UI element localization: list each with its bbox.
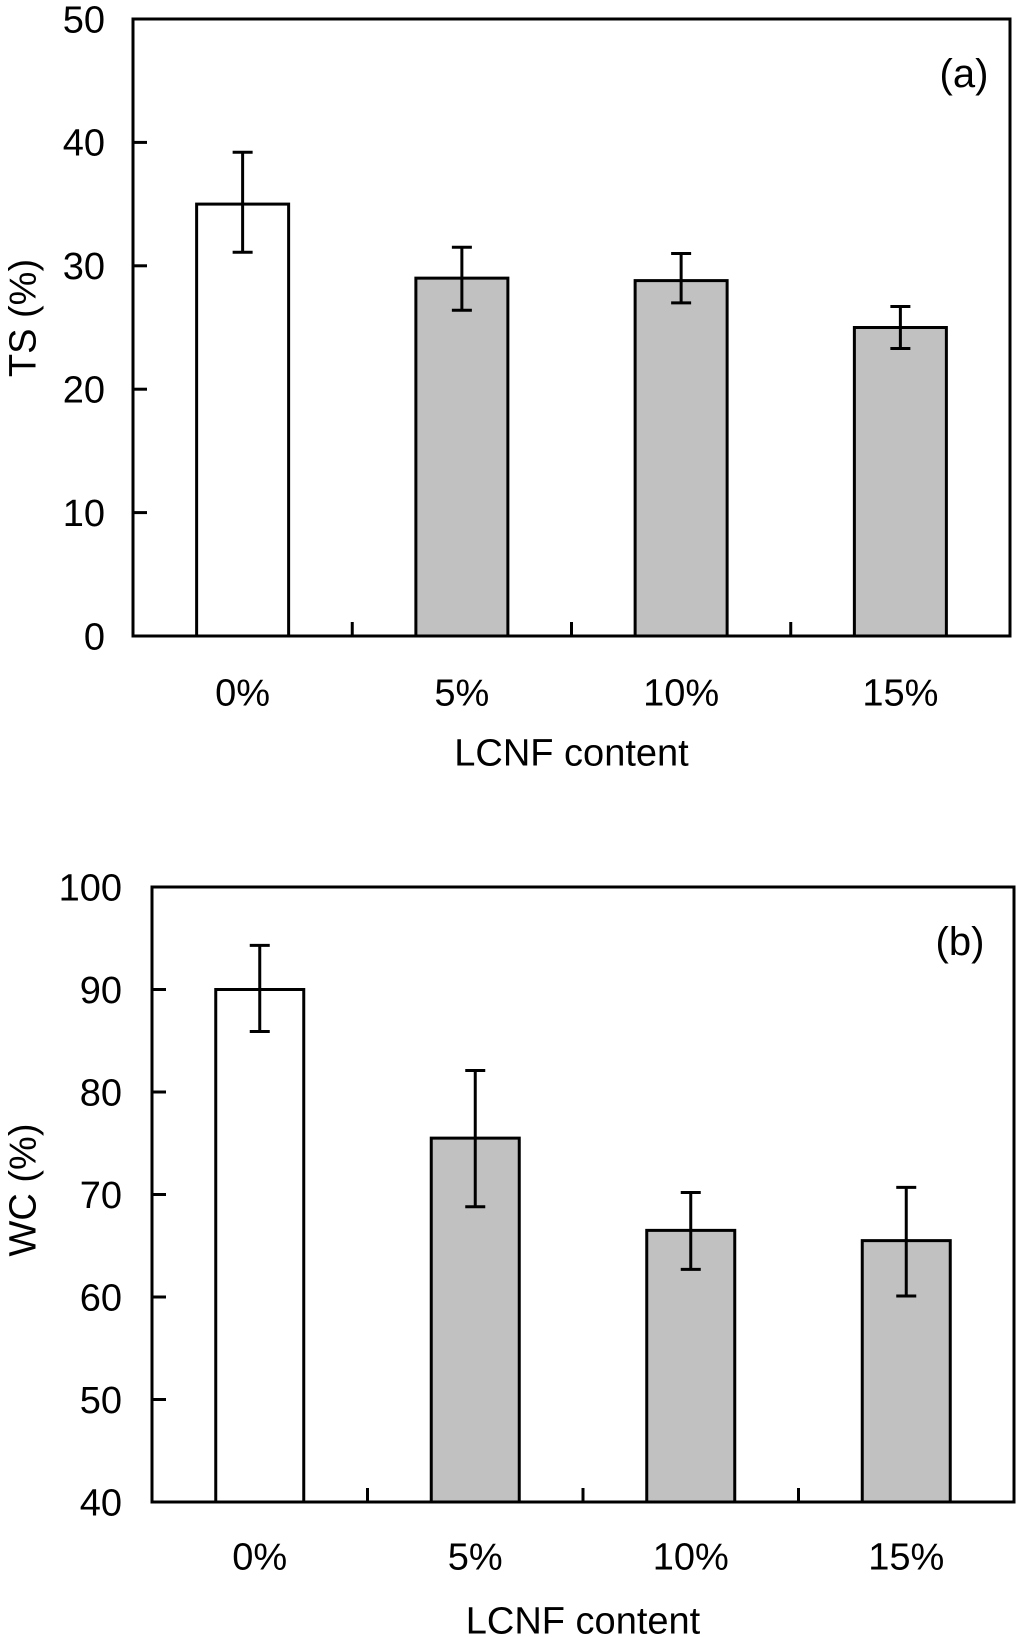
panel-label: (a) [940, 52, 989, 96]
y-axis-title: TS (%) [2, 259, 44, 377]
y-tick-label: 90 [80, 970, 122, 1012]
bar-chart-a: 0 10 20 30 40 50 0% 5% 10% 15% LCNF content TS (%) (… [2, 0, 1012, 774]
y-tick-label: 100 [59, 867, 122, 909]
bar [414, 276, 510, 638]
x-category-label: 15% [868, 1536, 944, 1578]
x-category-label: 5% [448, 1536, 503, 1578]
x-axis-title: LCNF content [454, 732, 689, 774]
y-tick-label: 70 [80, 1175, 122, 1217]
panel-label: (b) [936, 920, 985, 964]
y-tick-label: 60 [80, 1277, 122, 1319]
x-category-label: 5% [434, 672, 489, 714]
figure-panel-b: 40 50 60 70 80 90 100 0% 5% 10% 15% LCNF content WC … [0, 810, 1024, 1637]
x-category-label: 15% [862, 672, 938, 714]
bar [645, 1228, 737, 1504]
x-category-label: 10% [653, 1536, 729, 1578]
y-tick-label: 80 [80, 1072, 122, 1114]
x-axis-title: LCNF content [466, 1600, 701, 1637]
bar [195, 202, 291, 638]
bar-chart-b: 40 50 60 70 80 90 100 0% 5% 10% 15% LCNF content WC … [2, 867, 1016, 1637]
x-category-label: 10% [643, 672, 719, 714]
y-tick-label: 0 [84, 616, 105, 658]
x-category-label: 0% [232, 1536, 287, 1578]
bar [852, 326, 948, 638]
y-tick-label: 40 [63, 123, 105, 165]
y-tick-label: 50 [63, 0, 105, 41]
bar [633, 279, 729, 638]
y-tick-label: 30 [63, 246, 105, 288]
x-category-label: 0% [215, 672, 270, 714]
y-tick-label: 40 [80, 1482, 122, 1524]
y-tick-label: 20 [63, 370, 105, 412]
bar [214, 988, 306, 1504]
y-tick-label: 10 [63, 493, 105, 535]
y-axis-title: WC (%) [2, 1124, 44, 1257]
figure-panel-a: 0 10 20 30 40 50 0% 5% 10% 15% LCNF content TS (%) (… [0, 0, 1024, 800]
y-tick-label: 50 [80, 1380, 122, 1422]
